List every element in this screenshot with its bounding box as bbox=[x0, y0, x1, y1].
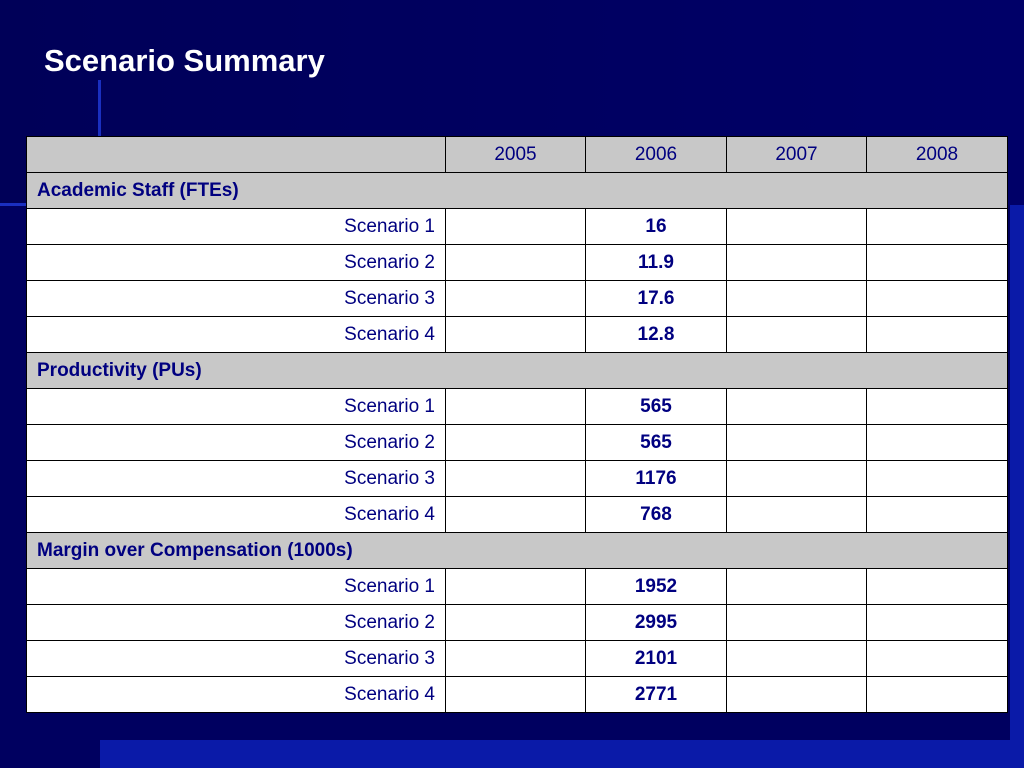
value-cell bbox=[866, 424, 1008, 461]
section-row: Academic Staff (FTEs) bbox=[26, 172, 1008, 209]
value-cell bbox=[866, 208, 1008, 245]
row-label: Scenario 2 bbox=[26, 424, 446, 461]
header-row: 2005 2006 2007 2008 bbox=[26, 136, 1008, 173]
value-cell: 2995 bbox=[585, 604, 727, 641]
table-row: Scenario 1 16 bbox=[26, 208, 1008, 245]
value-cell bbox=[445, 280, 586, 317]
value-cell bbox=[866, 388, 1008, 425]
row-label: Scenario 3 bbox=[26, 460, 446, 497]
value-cell bbox=[445, 460, 586, 497]
value-cell bbox=[726, 640, 867, 677]
value-cell bbox=[445, 316, 586, 353]
value-cell: 2101 bbox=[585, 640, 727, 677]
section-row: Productivity (PUs) bbox=[26, 352, 1008, 389]
value-cell bbox=[866, 460, 1008, 497]
value-cell: 1176 bbox=[585, 460, 727, 497]
value-cell bbox=[445, 568, 586, 605]
scenario-summary-table: 2005 2006 2007 2008 Academic Staff (FTEs… bbox=[26, 136, 1008, 713]
value-cell: 565 bbox=[585, 424, 727, 461]
row-label: Scenario 4 bbox=[26, 316, 446, 353]
row-label: Scenario 3 bbox=[26, 640, 446, 677]
value-cell bbox=[866, 316, 1008, 353]
background-line bbox=[0, 203, 26, 206]
table-row: Scenario 2 565 bbox=[26, 424, 1008, 461]
year-header: 2008 bbox=[866, 136, 1008, 173]
row-label: Scenario 1 bbox=[26, 388, 446, 425]
value-cell bbox=[445, 676, 586, 713]
value-cell: 768 bbox=[585, 496, 727, 533]
value-cell: 2771 bbox=[585, 676, 727, 713]
section-heading: Margin over Compensation (1000s) bbox=[26, 532, 1008, 569]
value-cell bbox=[866, 568, 1008, 605]
row-label: Scenario 2 bbox=[26, 244, 446, 281]
value-cell bbox=[726, 604, 867, 641]
row-label: Scenario 3 bbox=[26, 280, 446, 317]
header-corner-cell bbox=[26, 136, 446, 173]
background-band bbox=[100, 740, 1024, 768]
value-cell bbox=[726, 460, 867, 497]
year-header: 2007 bbox=[726, 136, 867, 173]
value-cell bbox=[866, 244, 1008, 281]
value-cell bbox=[726, 244, 867, 281]
value-cell bbox=[866, 604, 1008, 641]
background-band bbox=[1010, 205, 1024, 768]
table-row: Scenario 3 2101 bbox=[26, 640, 1008, 677]
value-cell bbox=[445, 604, 586, 641]
value-cell bbox=[726, 388, 867, 425]
value-cell bbox=[445, 424, 586, 461]
table-row: Scenario 2 11.9 bbox=[26, 244, 1008, 281]
value-cell bbox=[726, 496, 867, 533]
table-row: Scenario 1 565 bbox=[26, 388, 1008, 425]
section-heading: Productivity (PUs) bbox=[26, 352, 1008, 389]
value-cell: 565 bbox=[585, 388, 727, 425]
value-cell bbox=[866, 280, 1008, 317]
value-cell bbox=[726, 676, 867, 713]
value-cell bbox=[866, 496, 1008, 533]
value-cell bbox=[866, 640, 1008, 677]
table-row: Scenario 3 17.6 bbox=[26, 280, 1008, 317]
table-row: Scenario 3 1176 bbox=[26, 460, 1008, 497]
slide-title: Scenario Summary bbox=[44, 43, 325, 78]
value-cell: 11.9 bbox=[585, 244, 727, 281]
value-cell bbox=[445, 496, 586, 533]
table-row: Scenario 2 2995 bbox=[26, 604, 1008, 641]
value-cell bbox=[445, 244, 586, 281]
year-header: 2005 bbox=[445, 136, 586, 173]
value-cell bbox=[726, 424, 867, 461]
value-cell bbox=[726, 568, 867, 605]
row-label: Scenario 4 bbox=[26, 676, 446, 713]
value-cell bbox=[445, 208, 586, 245]
table-row: Scenario 4 12.8 bbox=[26, 316, 1008, 353]
year-header: 2006 bbox=[585, 136, 727, 173]
value-cell bbox=[726, 316, 867, 353]
background-line bbox=[98, 80, 101, 136]
table-row: Scenario 1 1952 bbox=[26, 568, 1008, 605]
value-cell bbox=[726, 208, 867, 245]
section-heading: Academic Staff (FTEs) bbox=[26, 172, 1008, 209]
row-label: Scenario 1 bbox=[26, 208, 446, 245]
section-row: Margin over Compensation (1000s) bbox=[26, 532, 1008, 569]
row-label: Scenario 2 bbox=[26, 604, 446, 641]
value-cell bbox=[445, 388, 586, 425]
table-row: Scenario 4 2771 bbox=[26, 676, 1008, 713]
row-label: Scenario 1 bbox=[26, 568, 446, 605]
value-cell: 12.8 bbox=[585, 316, 727, 353]
value-cell bbox=[866, 676, 1008, 713]
value-cell bbox=[726, 280, 867, 317]
value-cell: 1952 bbox=[585, 568, 727, 605]
value-cell bbox=[445, 640, 586, 677]
value-cell: 17.6 bbox=[585, 280, 727, 317]
value-cell: 16 bbox=[585, 208, 727, 245]
row-label: Scenario 4 bbox=[26, 496, 446, 533]
table-row: Scenario 4 768 bbox=[26, 496, 1008, 533]
